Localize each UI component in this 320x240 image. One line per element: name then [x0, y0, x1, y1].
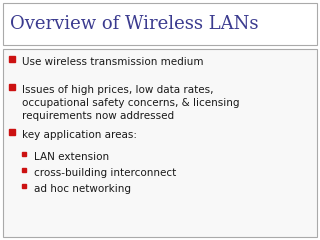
FancyBboxPatch shape — [3, 3, 317, 45]
Text: Use wireless transmission medium: Use wireless transmission medium — [22, 57, 204, 67]
Text: cross-building interconnect: cross-building interconnect — [34, 168, 176, 178]
Text: Issues of high prices, low data rates,
occupational safety concerns, & licensing: Issues of high prices, low data rates, o… — [22, 85, 239, 121]
Text: Overview of Wireless LANs: Overview of Wireless LANs — [10, 15, 259, 33]
Text: LAN extension: LAN extension — [34, 152, 109, 162]
Text: key application areas:: key application areas: — [22, 130, 137, 140]
FancyBboxPatch shape — [3, 49, 317, 237]
Text: ad hoc networking: ad hoc networking — [34, 184, 131, 194]
